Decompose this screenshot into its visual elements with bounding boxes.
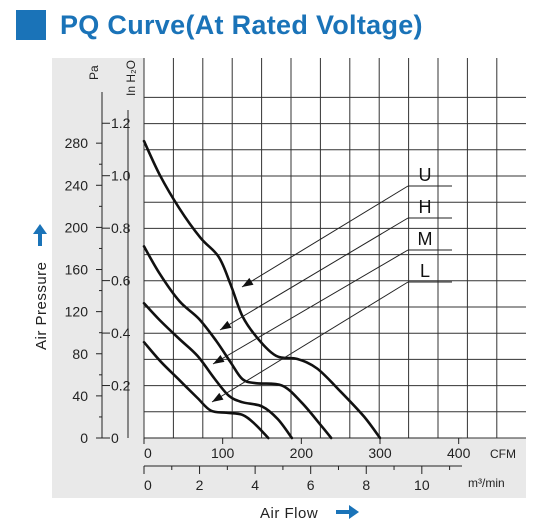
y-tick-label-inh2o: 1.0 — [111, 168, 131, 184]
y-tick-label-pa: 40 — [72, 388, 88, 404]
curve-l — [142, 340, 270, 440]
axes: 0408012016020024028000.20.40.60.81.01.20… — [65, 92, 471, 493]
plot-area — [144, 58, 526, 438]
x-tick-label-m3min: 8 — [362, 477, 370, 493]
legend-leader-m — [212, 249, 409, 365]
x-tick-label-cfm: 100 — [211, 445, 235, 461]
legend-arrow-icon — [220, 320, 232, 330]
y-tick-label-pa: 240 — [65, 177, 89, 193]
legend-label-m: M — [418, 229, 433, 249]
curve-m — [142, 301, 294, 440]
y-tick-label-inh2o: 0.4 — [111, 325, 131, 341]
y-tick-label-pa: 80 — [72, 346, 88, 362]
x-tick-label-m3min: 2 — [196, 477, 204, 493]
legend-leader-l — [211, 281, 409, 403]
x-tick-label-m3min: 0 — [144, 477, 152, 493]
y-tick-label-inh2o: 0 — [111, 430, 119, 446]
y-unit-inh2o: In H₂O — [124, 60, 138, 96]
legend-label-u: U — [419, 165, 432, 185]
x-tick-label-cfm: 400 — [447, 445, 471, 461]
title-square-icon — [16, 10, 46, 40]
y-tick-label-pa: 280 — [65, 135, 89, 151]
legend-leader-u — [241, 185, 409, 288]
legend-arrow-icon — [242, 277, 254, 287]
x-tick-label-cfm: 0 — [144, 445, 152, 461]
x-unit-m3min: m³/min — [468, 476, 505, 490]
x-tick-label-cfm: 200 — [290, 445, 314, 461]
y-unit-pa: Pa — [87, 65, 101, 80]
x-tick-label-m3min: 10 — [414, 477, 430, 493]
y-axis-arrow-icon — [33, 224, 47, 246]
y-tick-label-inh2o: 0.2 — [111, 378, 131, 394]
y-tick-label-inh2o: 1.2 — [111, 115, 131, 131]
x-tick-label-cfm: 300 — [368, 445, 392, 461]
y-tick-label-pa: 120 — [65, 304, 89, 320]
x-unit-cfm: CFM — [490, 447, 516, 461]
x-axis-arrow-icon — [336, 505, 359, 519]
y-tick-label-pa: 0 — [80, 430, 88, 446]
y-tick-label-inh2o: 0.6 — [111, 273, 131, 289]
curve-u — [142, 139, 382, 440]
y-tick-label-pa: 160 — [65, 262, 89, 278]
curve-h — [142, 245, 333, 440]
y-tick-label-pa: 200 — [65, 219, 89, 235]
legend-arrow-icon — [213, 354, 225, 364]
x-tick-label-m3min: 6 — [307, 477, 315, 493]
legend-label-l: L — [420, 261, 430, 281]
chart-title-row: PQ Curve(At Rated Voltage) — [16, 8, 423, 42]
x-axis-title: Air Flow — [260, 505, 318, 522]
y-tick-label-inh2o: 0.8 — [111, 220, 131, 236]
legend-label-h: H — [419, 197, 432, 217]
legend-arrow-icon — [212, 392, 224, 402]
y-axis-title: Air Pressure — [33, 261, 50, 350]
legend-leader-h — [219, 217, 409, 331]
x-tick-label-m3min: 4 — [251, 477, 259, 493]
curves — [142, 139, 382, 440]
chart-title: PQ Curve(At Rated Voltage) — [60, 9, 423, 40]
